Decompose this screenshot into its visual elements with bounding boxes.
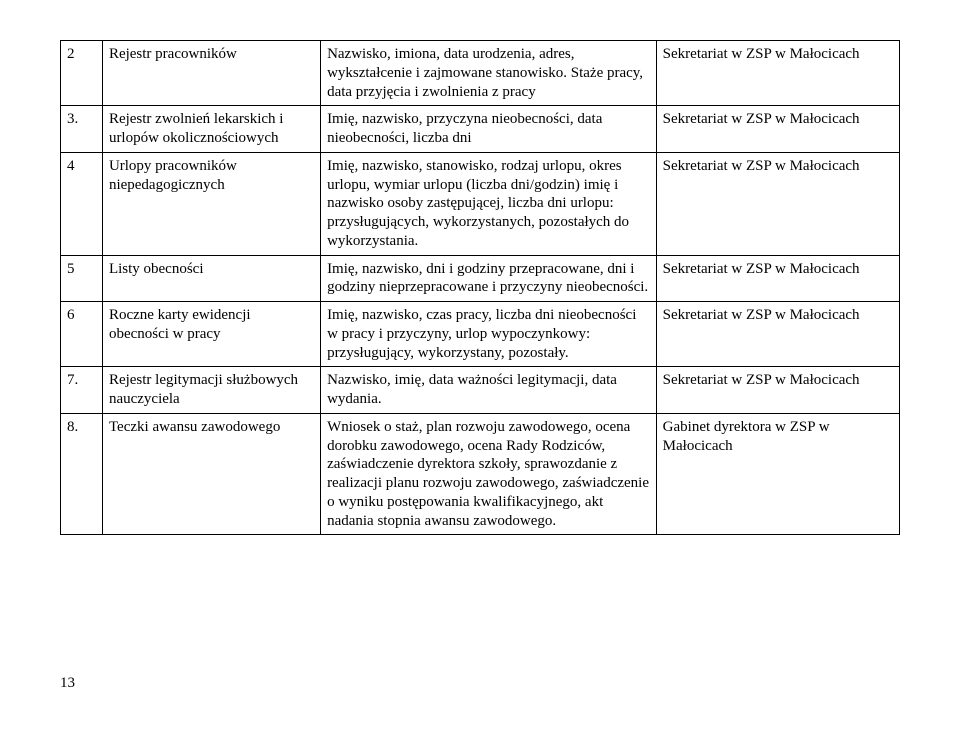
row-loc: Gabinet dyrektora w ZSP w Małocicach: [656, 413, 899, 535]
table-row: 6 Roczne karty ewidencji obecności w pra…: [61, 302, 900, 367]
row-loc: Sekretariat w ZSP w Małocicach: [656, 367, 899, 414]
row-loc: Sekretariat w ZSP w Małocicach: [656, 41, 899, 106]
row-loc: Sekretariat w ZSP w Małocicach: [656, 106, 899, 153]
row-number: 5: [61, 255, 103, 302]
records-table: 2 Rejestr pracowników Nazwisko, imiona, …: [60, 40, 900, 535]
row-loc: Sekretariat w ZSP w Małocicach: [656, 255, 899, 302]
row-name: Rejestr legitymacji służbowych nauczycie…: [102, 367, 320, 414]
row-desc: Nazwisko, imiona, data urodzenia, adres,…: [321, 41, 657, 106]
row-desc: Imię, nazwisko, dni i godziny przepracow…: [321, 255, 657, 302]
row-name: Roczne karty ewidencji obecności w pracy: [102, 302, 320, 367]
row-name: Teczki awansu zawodowego: [102, 413, 320, 535]
row-number: 6: [61, 302, 103, 367]
row-name: Rejestr pracowników: [102, 41, 320, 106]
table-row: 7. Rejestr legitymacji służbowych nauczy…: [61, 367, 900, 414]
table-row: 4 Urlopy pracowników niepedagogicznych I…: [61, 152, 900, 255]
row-number: 4: [61, 152, 103, 255]
row-number: 7.: [61, 367, 103, 414]
row-number: 3.: [61, 106, 103, 153]
row-number: 8.: [61, 413, 103, 535]
page-number: 13: [60, 675, 900, 692]
row-desc: Wniosek o staż, plan rozwoju zawodowego,…: [321, 413, 657, 535]
row-desc: Nazwisko, imię, data ważności legitymacj…: [321, 367, 657, 414]
row-name: Urlopy pracowników niepedagogicznych: [102, 152, 320, 255]
row-desc: Imię, nazwisko, czas pracy, liczba dni n…: [321, 302, 657, 367]
table-row: 8. Teczki awansu zawodowego Wniosek o st…: [61, 413, 900, 535]
table-row: 5 Listy obecności Imię, nazwisko, dni i …: [61, 255, 900, 302]
row-desc: Imię, nazwisko, stanowisko, rodzaj urlop…: [321, 152, 657, 255]
table-row: 3. Rejestr zwolnień lekarskich i urlopów…: [61, 106, 900, 153]
row-name: Rejestr zwolnień lekarskich i urlopów ok…: [102, 106, 320, 153]
row-name: Listy obecności: [102, 255, 320, 302]
row-number: 2: [61, 41, 103, 106]
row-loc: Sekretariat w ZSP w Małocicach: [656, 302, 899, 367]
table-row: 2 Rejestr pracowników Nazwisko, imiona, …: [61, 41, 900, 106]
row-loc: Sekretariat w ZSP w Małocicach: [656, 152, 899, 255]
row-desc: Imię, nazwisko, przyczyna nieobecności, …: [321, 106, 657, 153]
table-body: 2 Rejestr pracowników Nazwisko, imiona, …: [61, 41, 900, 535]
